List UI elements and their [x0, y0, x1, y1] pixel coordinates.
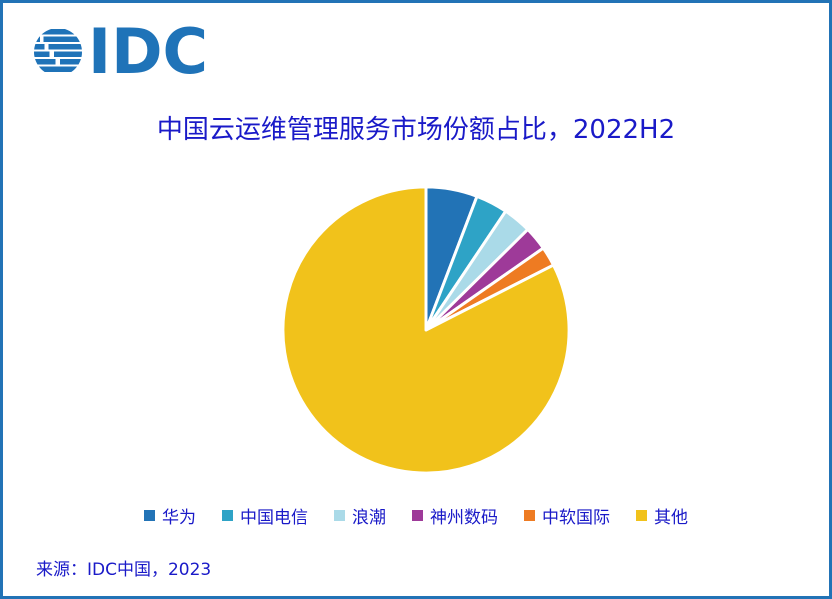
pie-chart: [281, 185, 571, 475]
legend-label: 华为: [162, 508, 196, 528]
legend-swatch: [144, 510, 155, 521]
legend-item: 中软国际: [524, 503, 610, 528]
idc-logo: IDC: [33, 15, 209, 88]
legend-label: 其他: [654, 508, 688, 528]
striped-globe-icon: [34, 29, 82, 72]
legend-label: 中软国际: [542, 508, 610, 528]
pie-chart-area: [278, 182, 574, 478]
legend-label: 中国电信: [240, 508, 308, 528]
legend-item: 其他: [636, 503, 688, 528]
legend-item: 神州数码: [412, 503, 498, 528]
legend-label: 浪潮: [352, 508, 386, 528]
legend-item: 中国电信: [222, 503, 308, 528]
legend-label: 神州数码: [430, 508, 498, 528]
legend-swatch: [334, 510, 345, 521]
legend-swatch: [412, 510, 423, 521]
legend: 华为 中国电信 浪潮 神州数码 中软国际 其他: [3, 503, 829, 528]
legend-swatch: [636, 510, 647, 521]
chart-title: 中国云运维管理服务市场份额占比，2022H2: [156, 115, 676, 145]
legend-item: 浪潮: [334, 503, 386, 528]
legend-item: 华为: [144, 503, 196, 528]
pie-slice-其他: [281, 185, 571, 475]
idc-logo-text: IDC: [88, 15, 209, 88]
legend-swatch: [524, 510, 535, 521]
source-note: 来源：IDC中国，2023: [36, 560, 212, 580]
legend-swatch: [222, 510, 233, 521]
